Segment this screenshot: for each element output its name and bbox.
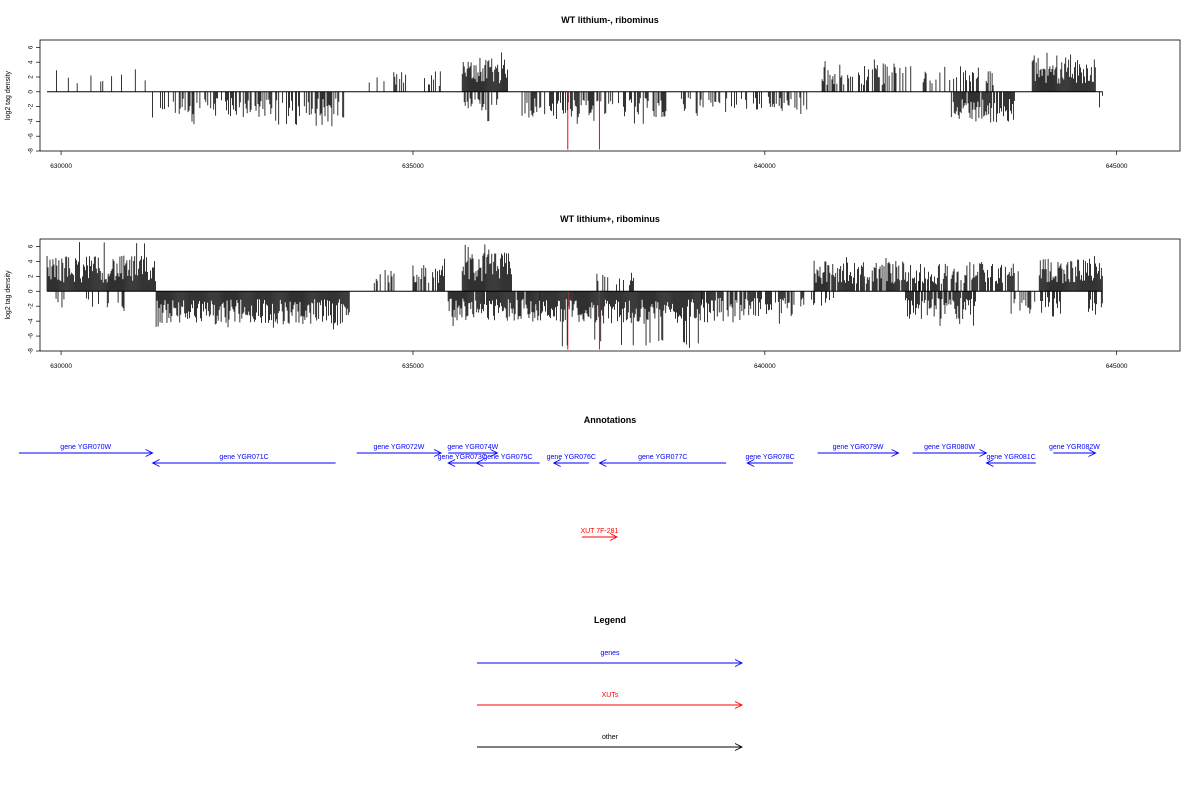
annotation-label: gene YGR078C: [745, 454, 794, 461]
feature-arrow-head: [746, 459, 755, 467]
x-tick-label: 635000: [402, 163, 424, 170]
annotations-layer: gene YGR070W gene YGR071C gene YGR072W gene…: [18, 444, 1100, 541]
annotation-feature: gene YGR076C: [547, 454, 596, 467]
plot-frame: [39, 238, 1181, 352]
y-tick-label: 6: [28, 244, 35, 248]
x-tick-label: 630000: [50, 163, 72, 170]
x-tick-label: 645000: [1106, 163, 1128, 170]
x-tick-label: 645000: [1106, 363, 1128, 370]
y-tick-label: -8: [28, 148, 35, 154]
annotation-label: gene YGR072W: [373, 444, 424, 451]
annotation-feature: gene YGR074W: [447, 444, 499, 457]
x-tick-label: 640000: [754, 363, 776, 370]
annotation-feature: gene YGR081C: [985, 454, 1036, 467]
y-tick-label: -8: [28, 348, 35, 354]
annotation-label: gene YGR081C: [986, 454, 1035, 461]
y-tick-label: 2: [28, 75, 35, 79]
annotation-feature: gene YGR071C: [151, 454, 336, 467]
y-tick-label: 2: [28, 274, 35, 278]
x-tick-label: 635000: [402, 363, 424, 370]
legend-layer: genes XUTs other: [477, 650, 744, 751]
legend-item: genes: [477, 650, 744, 667]
feature-arrow-head: [985, 459, 994, 467]
y-axis-label: log2 tag density: [5, 70, 12, 120]
annotation-label: gene YGR077C: [638, 454, 687, 461]
feature-arrow-head: [475, 459, 484, 467]
feature-arrow-head: [447, 459, 456, 467]
annotation-feature: gene YGR082W: [1049, 444, 1100, 457]
annotation-feature: gene YGR072W: [356, 444, 443, 457]
legend-label: XUTs: [602, 692, 619, 699]
annotation-label: gene YGR074W: [447, 444, 498, 451]
legend-label: other: [602, 734, 619, 741]
plot-frame: [39, 39, 1181, 152]
feature-arrow-head: [598, 459, 607, 467]
y-tick-label: -2: [28, 103, 35, 109]
annotation-label: XUT 7F-281: [580, 528, 618, 535]
x-tick-label: 630000: [50, 363, 72, 370]
legend-item: XUTs: [477, 692, 744, 709]
y-tick-label: 0: [28, 90, 35, 94]
legend-item: other: [477, 734, 744, 751]
annotation-label: gene YGR082W: [1049, 444, 1100, 451]
annotation-feature: gene YGR080W: [912, 444, 988, 457]
x-tick-label: 640000: [754, 163, 776, 170]
annotation-label: gene YGR070W: [60, 444, 111, 451]
annotation-label: gene YGR076C: [547, 454, 596, 461]
annotations-title: Annotations: [584, 415, 637, 425]
y-tick-label: -6: [28, 133, 35, 139]
chart-title: WT lithium-, ribominus: [561, 15, 659, 25]
feature-arrow-head: [490, 449, 499, 457]
feature-arrow-head: [552, 459, 561, 467]
feature-arrow-head: [433, 449, 443, 457]
chart-title: WT lithium+, ribominus: [560, 214, 660, 224]
feature-arrow-head: [145, 449, 154, 457]
feature-arrow-head: [734, 659, 744, 667]
signal-bars: [46, 242, 1103, 348]
annotation-label: gene YGR073C: [438, 454, 487, 461]
annotation-label: gene YGR071C: [219, 454, 268, 461]
feature-arrow-head: [734, 701, 744, 709]
plot-panel: 6 4 2 0 -2 -4 -6 -8 log2 tag density 630000 635000…: [5, 238, 1181, 370]
feature-arrow-head: [891, 449, 900, 457]
y-tick-label: 6: [28, 45, 35, 49]
y-tick-label: -2: [28, 303, 35, 309]
annotation-feature: gene YGR077C: [598, 454, 727, 467]
feature-arrow-head: [609, 533, 619, 541]
y-tick-label: -4: [28, 318, 35, 324]
annotation-feature: gene YGR078C: [745, 454, 795, 467]
y-tick-label: 4: [28, 60, 35, 64]
y-tick-label: 4: [28, 259, 35, 263]
annotation-label: gene YGR075C: [483, 454, 532, 461]
feature-arrow-head: [1088, 449, 1097, 457]
plots-layer: 6 4 2 0 -2 -4 -6 -8 log2 tag density 630000 635000…: [5, 39, 1181, 370]
feature-arrow-head: [151, 459, 160, 467]
legend-label: genes: [600, 650, 620, 657]
annotation-feature: gene YGR070W: [18, 444, 154, 457]
annotation-label: gene YGR080W: [924, 444, 975, 451]
y-tick-label: -6: [28, 333, 35, 339]
y-tick-label: 0: [28, 289, 35, 293]
legend-title: Legend: [594, 615, 626, 625]
annotation-feature: XUT 7F-281: [580, 528, 619, 541]
annotation-feature: gene YGR073C: [438, 454, 487, 467]
annotation-feature: gene YGR079W: [817, 444, 900, 457]
plot-panel: 6 4 2 0 -2 -4 -6 -8 log2 tag density 630000 635000…: [5, 39, 1181, 170]
signal-bars: [56, 52, 1103, 127]
feature-arrow-head: [734, 743, 744, 751]
feature-arrow-head: [979, 449, 988, 457]
y-axis-label: log2 tag density: [5, 270, 12, 320]
y-tick-label: -4: [28, 118, 35, 124]
annotation-feature: gene YGR075C: [475, 454, 540, 467]
annotation-label: gene YGR079W: [833, 444, 884, 451]
